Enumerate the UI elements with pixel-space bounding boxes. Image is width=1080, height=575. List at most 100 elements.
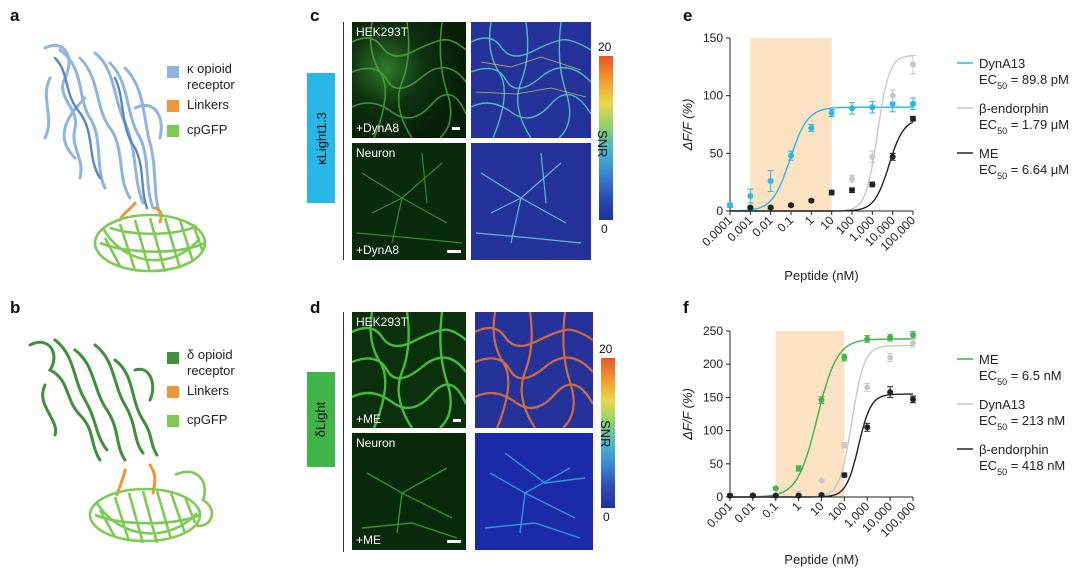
data-point [910,61,916,68]
data-point [910,396,916,403]
data-point [747,204,754,211]
ligand-label-d-top: +ME [356,412,382,426]
data-point [889,100,896,107]
legend-name: DynA13 [979,56,1025,71]
micrograph-hek293t-kappa: HEK293T +DynA8 [352,22,466,138]
y-axis-title: ΔF/F (%) [680,388,695,441]
micrograph-hek293t-delta: HEK293T +ME [352,312,466,428]
data-point [808,197,815,204]
legend-name: ME [979,146,999,161]
legend-ec50: EC50 = 213 nM [979,413,1065,432]
data-point [910,100,916,107]
data-point [864,335,871,342]
x-tick-label: 0.001 [704,499,735,530]
data-point [795,492,802,499]
y-tick-label: 150 [703,31,723,45]
data-point [869,104,876,111]
data-point [828,189,835,196]
scale-bar [453,419,461,422]
micrograph-neuron-kappa: Neuron +DynA8 [352,143,466,260]
data-point [727,202,733,209]
scale-bar [447,540,461,543]
legend-ec50: EC50 = 418 nM [979,458,1065,477]
cell-label-neuron-d: Neuron [356,436,396,450]
data-point [818,397,825,404]
scale-bar [452,127,460,130]
y-tick-label: 200 [703,357,723,371]
legend-swatch-linkers-b [167,386,179,398]
data-point [887,389,894,396]
legend-item-cpgfp: cpGFP [187,122,228,137]
data-point [887,354,894,361]
y-tick-label: 50 [710,146,724,160]
snr-map-neuron-kappa [471,143,591,260]
x-tick-label: 0.1 [759,499,781,521]
legend-item-delta-receptor: δ opioid receptor [187,347,235,378]
y-tick-label: 50 [710,457,724,471]
x-tick-label: 1 [802,213,817,228]
x-tick-label: 0.01 [749,213,776,240]
y-tick-label: 150 [703,390,723,404]
legend-name: β-endorphin [979,442,1049,457]
data-point [767,178,774,185]
legend-item-cpgfp-b: cpGFP [187,412,228,427]
ligand-label-c-top: +DynA8 [356,121,400,135]
snr-map-neuron-delta [475,433,593,550]
legend-swatch-linkers [167,100,179,112]
legend-swatch-delta-receptor [167,352,179,364]
data-point [727,492,733,499]
data-point [841,472,848,479]
legend-swatch-kappa-receptor [167,66,179,78]
data-point [818,477,825,484]
x-tick-label: 10 [807,499,827,519]
data-point [910,339,916,346]
panel-label-d: d [310,298,321,317]
sensor-tag-delta: δLight [307,372,335,467]
panel-d-divider [343,312,344,552]
colorbar-label-d: SNR [598,420,613,448]
cell-label-neuron-c: Neuron [356,146,396,160]
data-point [864,424,871,431]
data-point [749,492,756,499]
snr-map-hek293t-delta [475,312,593,428]
data-point [772,492,779,499]
legend-ec50: EC50 = 6.5 nM [979,368,1062,387]
shaded-range [750,38,832,211]
fit-curve-2 [730,121,914,212]
fit-curve-0 [730,106,913,212]
y-tick-label: 250 [703,324,723,338]
colorbar-label-c: SNR [595,130,610,158]
colorbar-min-c: 0 [601,222,608,236]
data-point [869,181,876,188]
legend-name: DynA13 [979,397,1025,412]
data-point [910,115,916,122]
y-tick-label: 100 [703,89,723,103]
panel-label-a: a [10,6,20,25]
legend-item-kappa-receptor: κ opioid receptor [187,61,235,92]
data-point [864,384,871,391]
sensor-tag-kappa: κLight1.3 [307,73,335,203]
data-point [788,152,794,159]
x-axis-title: Peptide (nM) [784,268,858,283]
y-tick-label: 0 [716,490,723,504]
colorbar-snr-d [601,358,615,508]
legend-item-linkers: Linkers [187,97,229,112]
data-point [889,153,896,160]
y-axis-title: ΔF/F (%) [680,99,695,152]
y-tick-label: 0 [716,204,723,218]
legend-item-linkers-b: Linkers [187,383,229,398]
data-point [767,204,774,211]
data-point [849,105,855,112]
panel-label-b: b [10,298,21,317]
cell-label-hek293t-d: HEK293T [356,315,409,329]
panel-label-f: f [683,298,689,317]
panel-label-e: e [683,6,693,25]
data-point [818,492,825,499]
legend-ec50: EC50 = 6.64 μM [979,162,1069,181]
data-point [808,124,815,131]
y-tick-label: 100 [703,424,723,438]
panel-c-divider [343,22,344,260]
micrograph-neuron-delta: Neuron +ME [352,433,466,550]
